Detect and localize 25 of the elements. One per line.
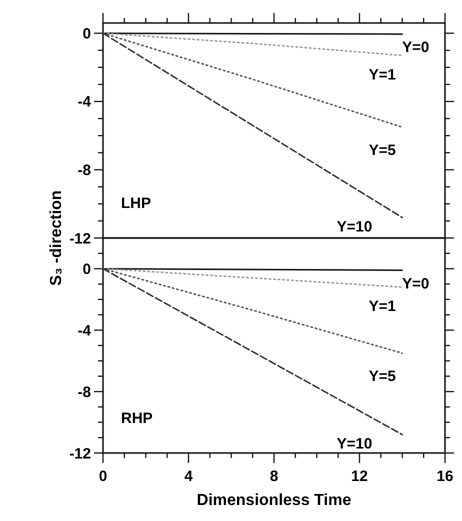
series-label: Y=1 (368, 66, 396, 84)
y-tick-label: -12 (69, 230, 91, 248)
legend-label: Y=0 (402, 39, 430, 56)
x-tick-label: 4 (184, 468, 194, 485)
y-tick-label: -4 (78, 322, 92, 340)
annotation: LHP (121, 195, 151, 212)
y-tick-label: 0 (82, 25, 91, 42)
y-tick-label: -12 (69, 445, 91, 462)
y-tick-label: -4 (78, 94, 92, 111)
x-axis-title: Dimensionless Time (196, 492, 352, 509)
x-tick-label: 0 (98, 468, 108, 485)
y-tick-label: 0 (82, 260, 91, 278)
x-tick-label: 8 (270, 468, 278, 485)
y-tick-label: -8 (78, 162, 91, 179)
series-label: Y=5 (368, 142, 396, 160)
y-tick-label: -8 (78, 384, 91, 401)
series-label: Y=10 (336, 436, 372, 453)
series-label: Y=10 (336, 218, 372, 236)
annotation: RHP (121, 410, 153, 427)
x-tick-label: 16 (436, 468, 454, 485)
series-label: Y=1 (368, 298, 396, 316)
x-tick-label: 12 (351, 468, 368, 485)
y-axis-title: S₃ -direction (48, 190, 65, 286)
legend-label: Y=0 (402, 275, 430, 292)
series-label: Y=5 (368, 368, 396, 386)
